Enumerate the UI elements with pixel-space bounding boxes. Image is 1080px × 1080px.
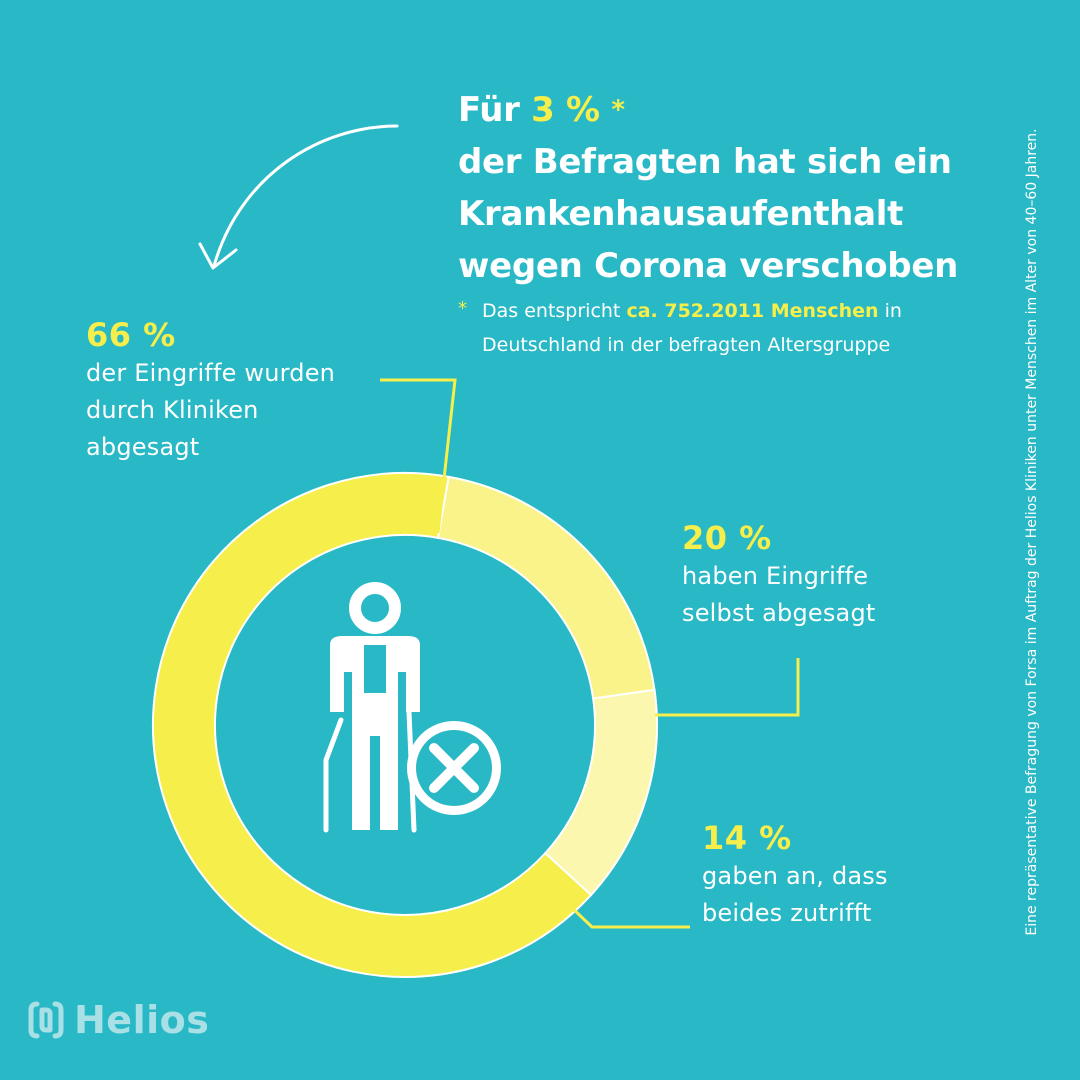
label-66: 66 % der Eingriffe wurden durch Kliniken… [86,315,335,466]
label-66-line-1: der Eingriffe wurden [86,359,336,387]
label-14-line-2: beides zutrifft [702,899,872,927]
footnote-highlight: ca. 752.2011 Menschen [626,300,879,322]
source-note: Eine repräsentative Befragung von Forsa … [1024,128,1040,936]
label-66-line-3: abgesagt [86,433,200,461]
label-20-line-1: haben Eingriffe [682,562,869,590]
curved-arrow-icon [198,124,399,270]
headline: Für 3 % * der Befragten hat sich ein Kra… [458,84,1018,292]
helios-logo: Helios [28,998,209,1042]
label-66-percent: 66 % [86,316,176,354]
headline-prefix: Für [458,90,520,130]
footnote-line-2: Deutschland in der befragten Altersgrupp… [482,334,891,356]
label-14-line-1: gaben an, dass [702,862,888,890]
donut-slice-66 [152,472,593,978]
headline-asterisk: * [611,95,625,125]
footnote: * Das entspricht ca. 752.2011 Menschen i… [458,294,998,362]
label-20-percent: 20 % [682,519,772,557]
elderly-person-with-cane-icon [323,582,420,833]
headline-line-2: der Befragten hat sich ein [458,142,952,182]
footnote-text-before: Das entspricht [482,300,621,322]
leader-lines [380,378,800,929]
leader-line-20 [655,658,800,717]
label-14-percent: 14 % [702,819,792,857]
headline-percent: 3 % [531,90,600,130]
donut-slice-20 [436,475,656,700]
cancel-x-icon [407,721,501,815]
footnote-asterisk: * [458,298,467,319]
footnote-text-after: in [884,300,902,322]
label-66-line-2: durch Kliniken [86,396,259,424]
logo-text: Helios [74,998,210,1042]
leader-line-66 [380,378,457,534]
headline-line-3: Krankenhausaufenthalt [458,194,904,234]
headline-line-4: wegen Corona verschoben [458,246,958,286]
leader-line-14 [568,904,690,929]
label-20-line-2: selbst abgesagt [682,599,876,627]
label-20: 20 % haben Eingriffe selbst abgesagt [682,518,876,632]
donut-slices [152,472,658,978]
label-14: 14 % gaben an, dass beides zutrifft [702,818,888,932]
helios-logo-icon [28,1001,64,1039]
donut-slice-14 [543,688,658,897]
